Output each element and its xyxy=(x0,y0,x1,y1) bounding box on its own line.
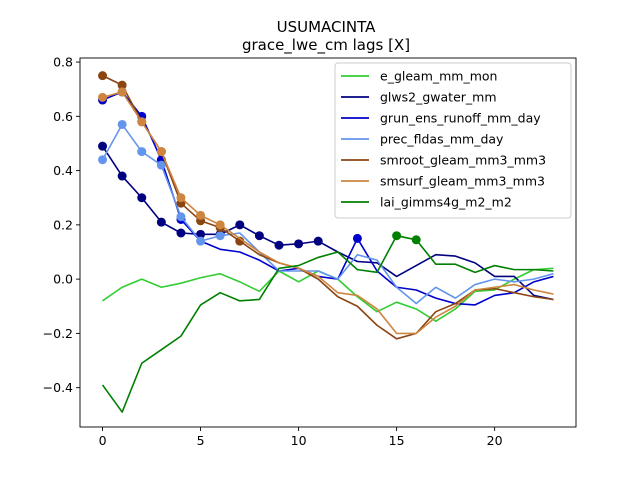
y-tick-label: 0.0 xyxy=(53,272,73,287)
y-tick-label: 0.8 xyxy=(53,55,73,70)
data-point-smsurf_gleam_mm3_mm3 xyxy=(196,210,206,220)
data-point-glws2_gwater_mm xyxy=(235,220,245,230)
data-point-prec_fldas_mm_day xyxy=(98,155,108,165)
data-point-smsurf_gleam_mm3_mm3 xyxy=(98,92,108,102)
y-tick-label: 0.6 xyxy=(53,109,73,124)
data-point-glws2_gwater_mm xyxy=(156,217,166,227)
data-point-glws2_gwater_mm xyxy=(294,239,304,249)
legend-label-grun_ens_runoff_mm_day: grun_ens_runoff_mm_day xyxy=(380,111,541,126)
axes: 0 5 10 15 20 −0.4 −0.2 0.0 0.2 0.4 0.6 0.8 xyxy=(43,55,503,448)
data-point-glws2_gwater_mm xyxy=(137,193,147,203)
legend-label-smsurf_gleam_mm3_mm3: smsurf_gleam_mm3_mm3 xyxy=(380,174,545,189)
data-point-glws2_gwater_mm xyxy=(274,240,284,250)
data-point-smsurf_gleam_mm3_mm3 xyxy=(117,87,127,97)
chart-title: USUMACINTA xyxy=(277,18,377,36)
y-tick-label: −0.2 xyxy=(43,326,73,341)
data-point-grun_ens_runoff_mm_day xyxy=(352,233,362,243)
data-point-prec_fldas_mm_day xyxy=(176,212,186,222)
x-tick-label: 20 xyxy=(487,433,503,448)
y-tick-label: −0.4 xyxy=(43,380,73,395)
series-line-prec_fldas_mm_day xyxy=(101,123,554,305)
series-line-smsurf_gleam_mm3_mm3 xyxy=(102,91,554,335)
data-point-smroot_gleam_mm3_mm3 xyxy=(117,80,127,90)
data-point-prec_fldas_mm_day xyxy=(137,147,147,157)
data-point-glws2_gwater_mm xyxy=(313,236,323,246)
legend-label-e_gleam_mm_mon: e_gleam_mm_mon xyxy=(380,69,497,84)
legend-label-glws2_gwater_mm: glws2_gwater_mm xyxy=(380,90,497,105)
data-point-smsurf_gleam_mm3_mm3 xyxy=(156,147,166,157)
series-line-lai_gimms4g_m2_m2 xyxy=(101,234,554,413)
y-tick-label: 0.4 xyxy=(53,163,73,178)
data-point-glws2_gwater_mm xyxy=(98,141,108,151)
x-tick-label: 10 xyxy=(291,433,307,448)
data-point-smsurf_gleam_mm3_mm3 xyxy=(137,117,147,127)
data-point-glws2_gwater_mm xyxy=(196,229,206,239)
y-tick-label: 0.2 xyxy=(53,217,73,232)
legend-box xyxy=(334,62,572,219)
data-point-smsurf_gleam_mm3_mm3 xyxy=(215,220,225,230)
plot-frame xyxy=(79,57,577,428)
data-point-prec_fldas_mm_day xyxy=(156,160,166,170)
x-tick-label: 0 xyxy=(99,433,107,448)
data-point-lai_gimms4g_m2_m2 xyxy=(411,235,421,245)
legend-label-prec_fldas_mm_day: prec_fldas_mm_day xyxy=(380,132,504,147)
legend-label-smroot_gleam_mm3_mm3: smroot_gleam_mm3_mm3 xyxy=(380,153,546,168)
data-point-smroot_gleam_mm3_mm3 xyxy=(235,236,245,246)
chart-subtitle: grace_lwe_cm lags [X] xyxy=(242,36,410,55)
x-tick-label: 5 xyxy=(197,433,205,448)
series-layer xyxy=(98,71,554,413)
data-point-lai_gimms4g_m2_m2 xyxy=(392,231,402,241)
data-point-glws2_gwater_mm xyxy=(254,231,264,241)
data-point-smsurf_gleam_mm3_mm3 xyxy=(176,193,186,203)
x-tick-label: 15 xyxy=(389,433,405,448)
legend-label-lai_gimms4g_m2_m2: lai_gimms4g_m2_m2 xyxy=(380,195,512,210)
legend: e_gleam_mm_mon glws2_gwater_mm grun_ens_ru… xyxy=(334,62,572,219)
data-point-prec_fldas_mm_day xyxy=(117,119,127,129)
data-point-smroot_gleam_mm3_mm3 xyxy=(98,71,108,81)
series-line-e_gleam_mm_mon xyxy=(102,267,554,322)
data-point-prec_fldas_mm_day xyxy=(196,236,206,246)
data-point-glws2_gwater_mm xyxy=(176,228,186,238)
data-point-prec_fldas_mm_day xyxy=(215,231,225,241)
data-point-glws2_gwater_mm xyxy=(117,171,127,181)
